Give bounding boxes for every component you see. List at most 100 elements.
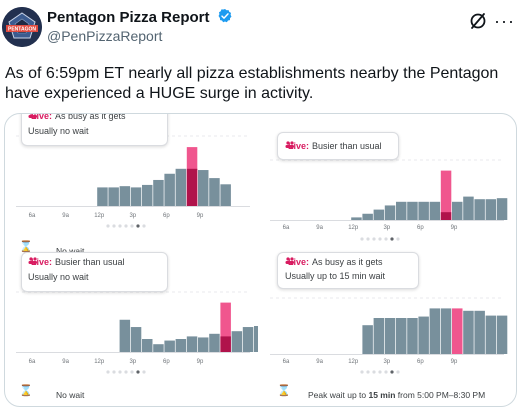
wait-footer: Peak wait up to 15 min from 5:00 PM–8:30… (308, 390, 485, 400)
grok-icon[interactable] (468, 11, 488, 31)
live-status: As busy as it gets (55, 113, 126, 121)
verified-badge-icon (217, 8, 233, 28)
chart-bar (164, 173, 175, 206)
wait-footer: No wait (56, 246, 84, 256)
pagination-dot (378, 370, 382, 374)
chart-bar (418, 201, 429, 220)
chart-bar (373, 209, 385, 220)
chart-bar (418, 316, 429, 354)
chart-bar (474, 310, 485, 354)
chart-bar (97, 187, 108, 206)
avatar[interactable]: PENTAGON (2, 7, 42, 47)
x-tick-label: 12p (348, 225, 359, 231)
pagination-dot (372, 370, 376, 374)
x-tick-label: 9p (197, 213, 204, 219)
busyness-chart: 6a 9a 12p 3p 6p 9p (270, 159, 508, 241)
chart-bar (474, 199, 485, 220)
x-tick-label: 9a (62, 213, 69, 219)
x-tick-label: 6a (29, 213, 36, 219)
busyness-panel-4[interactable]: 6a 9a 12p 3p 6p 9p Live: As busy as it gets U… (262, 252, 512, 400)
chart-bar (220, 184, 231, 206)
live-status: Busier than usual (55, 257, 125, 267)
pagination-dot (136, 224, 140, 228)
x-tick-label: 6p (417, 359, 424, 365)
hourglass-icon: ⌛ (277, 385, 291, 397)
wait-suffix: from 5:00 PM–8:30 PM (395, 390, 486, 400)
chart-bar (164, 340, 175, 352)
chart-bar (407, 201, 418, 220)
tweet-text: As of 6:59pm ET nearly all pizza establi… (5, 65, 499, 102)
more-icon[interactable]: ··· (494, 11, 515, 31)
live-tooltip: Live: Busier than usual Usually no wait (21, 252, 168, 292)
chart-bar (209, 333, 220, 352)
media-grid[interactable]: 6a 9a 12p 3p 6p 9p Live: As busy as it gets U… (4, 113, 517, 407)
pagination-dot (390, 237, 394, 241)
pagination-dot (360, 237, 364, 241)
busyness-panel-1[interactable]: 6a 9a 12p 3p 6p 9p Live: As busy as it gets U… (8, 113, 258, 256)
x-tick-label: 6a (283, 359, 290, 365)
x-tick-label: 6p (417, 225, 424, 231)
chart-bar (440, 308, 452, 354)
chart-bar (153, 344, 164, 352)
chart-bar (153, 179, 164, 206)
x-tick-label: 12p (94, 359, 105, 365)
x-tick-label: 3p (383, 225, 390, 231)
x-tick-label: 3p (129, 359, 136, 365)
hourglass-icon: ⌛ (19, 385, 33, 397)
x-tick-label: 6p (163, 213, 170, 219)
pagination-dot (378, 237, 382, 241)
tooltip-subtext: Usually no wait (28, 126, 89, 136)
chart-bar (496, 198, 508, 220)
chart-bar (485, 199, 497, 220)
chart-bar (209, 178, 220, 206)
chart-bar (130, 187, 142, 206)
x-tick-label: 9a (316, 225, 323, 231)
live-status: As busy as it gets (312, 257, 383, 267)
chart-bar (254, 326, 258, 352)
chart-bar (231, 331, 243, 352)
chart-bar (373, 318, 385, 354)
author-handle[interactable]: @PenPizzaReport (47, 28, 163, 44)
chart-bar (351, 217, 362, 220)
chart-bar (175, 168, 187, 206)
pagination-dot (112, 224, 116, 228)
tooltip-subtext: Usually no wait (28, 272, 89, 282)
live-label: Live: (288, 141, 310, 151)
x-tick-label: 9a (316, 359, 323, 365)
pagination-dot (360, 370, 364, 374)
pagination-dot (396, 370, 400, 374)
live-status: Busier than usual (312, 141, 382, 151)
x-tick-label: 12p (94, 213, 105, 219)
chart-bar (119, 186, 131, 206)
chart-bar (130, 327, 142, 352)
chart-bar (463, 310, 474, 354)
chart-bar (407, 318, 418, 354)
chart-bar (452, 201, 463, 220)
pagination-dot (124, 224, 128, 228)
chart-bar (485, 315, 497, 354)
pagination-dot (384, 237, 388, 241)
author-name-row[interactable]: Pentagon Pizza Report (47, 8, 233, 28)
busyness-panel-3[interactable]: 6a 9a 12p 3p 6p 9p Live: Busier than usual Us… (8, 252, 258, 400)
wait-text: No wait (56, 390, 85, 400)
pagination-dot (106, 224, 110, 228)
pagination-dot (384, 370, 388, 374)
chart-bar (198, 170, 209, 206)
chart-bar (175, 339, 187, 352)
wait-text: Peak wait up to (308, 390, 369, 400)
x-tick-label: 12p (348, 359, 359, 365)
avatar-text: PENTAGON (8, 27, 36, 33)
pagination-dot (118, 370, 122, 374)
pagination-dot (366, 237, 370, 241)
pagination-dot (130, 370, 134, 374)
pagination-dot (112, 370, 116, 374)
x-tick-label: 9p (451, 225, 458, 231)
pentagon-logo-icon: PENTAGON (2, 7, 42, 47)
wait-bold: 15 min (368, 390, 396, 400)
chart-bar (463, 196, 474, 220)
busyness-panel-2[interactable]: 6a 9a 12p 3p 6p 9p Live: Busier than usual (262, 114, 512, 254)
chart-bar (429, 201, 441, 220)
x-tick-label: 6a (29, 359, 36, 365)
author-name[interactable]: Pentagon Pizza Report (47, 9, 210, 26)
pagination-dot (390, 370, 394, 374)
